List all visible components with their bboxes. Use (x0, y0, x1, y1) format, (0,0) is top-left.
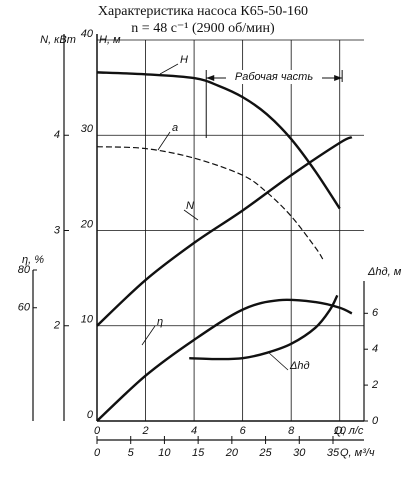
leader-line (141, 325, 156, 346)
curve-label: H (180, 54, 188, 66)
x-tick-label: 6 (240, 425, 247, 437)
curve-label: η (157, 316, 163, 328)
leader-line (267, 351, 289, 371)
chart-subtitle: n = 48 с⁻¹ (2900 об/мин) (131, 21, 275, 36)
label-bg (226, 70, 322, 84)
x-axis-label: Q, л/с (334, 425, 364, 437)
y4-tick-label: 2 (371, 379, 378, 391)
y4-tick-label: 4 (372, 343, 378, 355)
chart-title: Характеристика насоса К65-50-160 (98, 4, 308, 19)
x2-axis-label: Q, м³/ч (340, 447, 375, 459)
y3-tick-label: 60 (18, 302, 31, 314)
x2-tick-label: 0 (94, 447, 101, 459)
curve (96, 136, 353, 327)
y-tick-label: 30 (81, 123, 94, 135)
x2-tick-label: 20 (225, 447, 239, 459)
x-tick-label: 4 (191, 425, 197, 437)
y-tick-label: 10 (81, 314, 94, 326)
x2-tick-label: 5 (128, 447, 135, 459)
x-tick-label: 8 (288, 425, 295, 437)
y3-tick-label: 80 (18, 264, 31, 276)
y2-tick-label: 4 (54, 129, 60, 141)
curve (96, 71, 341, 210)
x2-tick-label: 10 (158, 447, 171, 459)
y2-tick-label: 3 (54, 224, 61, 236)
curve (96, 146, 324, 260)
y4-tick-label: 0 (372, 415, 379, 427)
curve-label: N (186, 200, 194, 212)
y4-tick-label: 6 (372, 307, 379, 319)
leader-line (183, 209, 199, 221)
leader-line (157, 131, 171, 151)
leader-line (159, 63, 179, 75)
x2-tick-label: 25 (258, 447, 272, 459)
y4-axis-label: Δhд, м (367, 266, 402, 278)
x-tick-label: 10 (334, 425, 347, 437)
y-tick-label: 40 (81, 28, 94, 40)
y3-axis-label: η, % (22, 254, 44, 266)
annotation: Рабочая часть (235, 71, 313, 83)
curve (96, 298, 353, 422)
curve-label: a (172, 122, 178, 134)
curve-label: Δhд (289, 360, 310, 372)
y2-tick-label: 2 (53, 320, 60, 332)
y-tick-label: 0 (87, 409, 94, 421)
y-tick-label: 20 (80, 218, 94, 230)
x-tick-label: 2 (141, 425, 148, 437)
y-axis-label: H, м (99, 34, 121, 46)
y2-axis-label: N, кВт (40, 34, 76, 46)
x2-tick-label: 15 (192, 447, 205, 459)
x2-tick-label: 30 (293, 447, 306, 459)
x-tick-label: 0 (94, 425, 101, 437)
x2-tick-label: 35 (327, 447, 340, 459)
curve (189, 294, 339, 361)
